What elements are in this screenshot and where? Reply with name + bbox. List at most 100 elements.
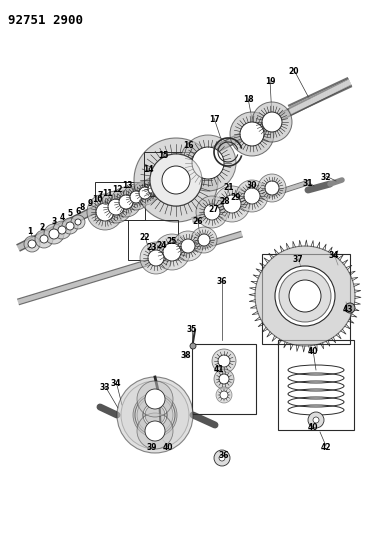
Circle shape bbox=[44, 224, 64, 244]
Circle shape bbox=[345, 303, 355, 313]
Circle shape bbox=[289, 280, 321, 312]
Text: 24: 24 bbox=[157, 240, 167, 249]
Circle shape bbox=[117, 377, 193, 453]
Text: 41: 41 bbox=[214, 366, 224, 375]
Circle shape bbox=[214, 186, 250, 222]
Text: 10: 10 bbox=[92, 195, 102, 204]
Circle shape bbox=[244, 188, 260, 204]
Text: 26: 26 bbox=[193, 217, 203, 227]
Circle shape bbox=[35, 230, 53, 248]
Text: 15: 15 bbox=[158, 150, 168, 159]
Text: 21: 21 bbox=[224, 182, 234, 191]
Text: 36: 36 bbox=[219, 451, 229, 461]
Circle shape bbox=[279, 270, 331, 322]
Circle shape bbox=[255, 246, 355, 346]
Text: 30: 30 bbox=[247, 182, 257, 190]
Circle shape bbox=[163, 243, 181, 261]
Circle shape bbox=[137, 381, 173, 417]
Circle shape bbox=[143, 403, 167, 427]
Circle shape bbox=[162, 166, 190, 194]
Text: 1: 1 bbox=[28, 228, 32, 237]
Bar bbox=[192, 344, 256, 414]
Circle shape bbox=[150, 154, 202, 206]
Circle shape bbox=[262, 112, 282, 132]
Text: 16: 16 bbox=[183, 141, 193, 149]
Circle shape bbox=[58, 226, 66, 234]
Circle shape bbox=[265, 181, 279, 195]
Circle shape bbox=[24, 236, 40, 252]
Circle shape bbox=[236, 180, 268, 212]
Circle shape bbox=[147, 407, 163, 423]
Circle shape bbox=[135, 395, 175, 435]
Text: 25: 25 bbox=[167, 238, 177, 246]
Bar bbox=[278, 340, 354, 430]
Circle shape bbox=[145, 405, 165, 425]
Circle shape bbox=[28, 240, 36, 248]
Circle shape bbox=[123, 184, 149, 210]
Text: 40: 40 bbox=[308, 348, 318, 357]
Text: 11: 11 bbox=[102, 189, 112, 198]
Circle shape bbox=[66, 222, 74, 230]
Text: 18: 18 bbox=[243, 95, 253, 104]
Circle shape bbox=[218, 355, 230, 367]
Circle shape bbox=[180, 135, 236, 191]
Bar bbox=[128, 220, 178, 260]
Circle shape bbox=[121, 381, 189, 449]
Text: 9: 9 bbox=[87, 198, 92, 207]
Text: 4: 4 bbox=[59, 214, 65, 222]
Circle shape bbox=[196, 196, 228, 228]
Circle shape bbox=[108, 199, 124, 215]
Text: 12: 12 bbox=[112, 185, 122, 195]
Circle shape bbox=[214, 369, 234, 389]
Text: 27: 27 bbox=[209, 206, 219, 214]
Circle shape bbox=[119, 195, 133, 209]
Text: 33: 33 bbox=[100, 384, 110, 392]
Text: 31: 31 bbox=[303, 180, 313, 189]
Circle shape bbox=[137, 413, 173, 449]
Circle shape bbox=[62, 218, 78, 234]
Text: 38: 38 bbox=[181, 351, 191, 359]
Circle shape bbox=[204, 204, 220, 220]
Circle shape bbox=[220, 391, 228, 399]
Circle shape bbox=[240, 122, 264, 146]
Text: 3: 3 bbox=[51, 217, 57, 227]
Circle shape bbox=[192, 147, 224, 179]
Circle shape bbox=[230, 112, 274, 156]
Circle shape bbox=[150, 154, 202, 206]
Circle shape bbox=[198, 234, 210, 246]
Text: 35: 35 bbox=[187, 326, 197, 335]
Circle shape bbox=[216, 387, 232, 403]
Circle shape bbox=[87, 194, 123, 230]
Circle shape bbox=[313, 417, 319, 423]
Circle shape bbox=[190, 343, 196, 349]
Circle shape bbox=[140, 242, 172, 274]
Text: 20: 20 bbox=[289, 68, 299, 77]
Circle shape bbox=[133, 393, 177, 437]
Text: 29: 29 bbox=[231, 193, 241, 203]
Circle shape bbox=[130, 191, 142, 203]
Text: 7: 7 bbox=[97, 190, 103, 199]
Text: 13: 13 bbox=[122, 182, 132, 190]
Circle shape bbox=[142, 178, 164, 200]
Text: 40: 40 bbox=[308, 424, 318, 432]
Bar bbox=[262, 254, 350, 344]
Text: 19: 19 bbox=[265, 77, 275, 86]
Bar bbox=[144, 152, 196, 196]
Circle shape bbox=[134, 138, 218, 222]
Circle shape bbox=[75, 219, 81, 225]
Text: 17: 17 bbox=[209, 116, 219, 125]
Circle shape bbox=[145, 389, 165, 409]
Circle shape bbox=[191, 227, 217, 253]
Text: 39: 39 bbox=[147, 443, 157, 453]
Circle shape bbox=[148, 250, 164, 266]
Circle shape bbox=[100, 191, 132, 223]
Text: 40: 40 bbox=[163, 443, 173, 453]
Circle shape bbox=[219, 374, 229, 384]
Circle shape bbox=[173, 231, 203, 261]
Circle shape bbox=[133, 181, 157, 205]
Text: 8: 8 bbox=[79, 203, 85, 212]
Circle shape bbox=[40, 235, 48, 243]
Circle shape bbox=[258, 174, 286, 202]
Circle shape bbox=[219, 455, 225, 461]
Text: 23: 23 bbox=[147, 244, 157, 253]
